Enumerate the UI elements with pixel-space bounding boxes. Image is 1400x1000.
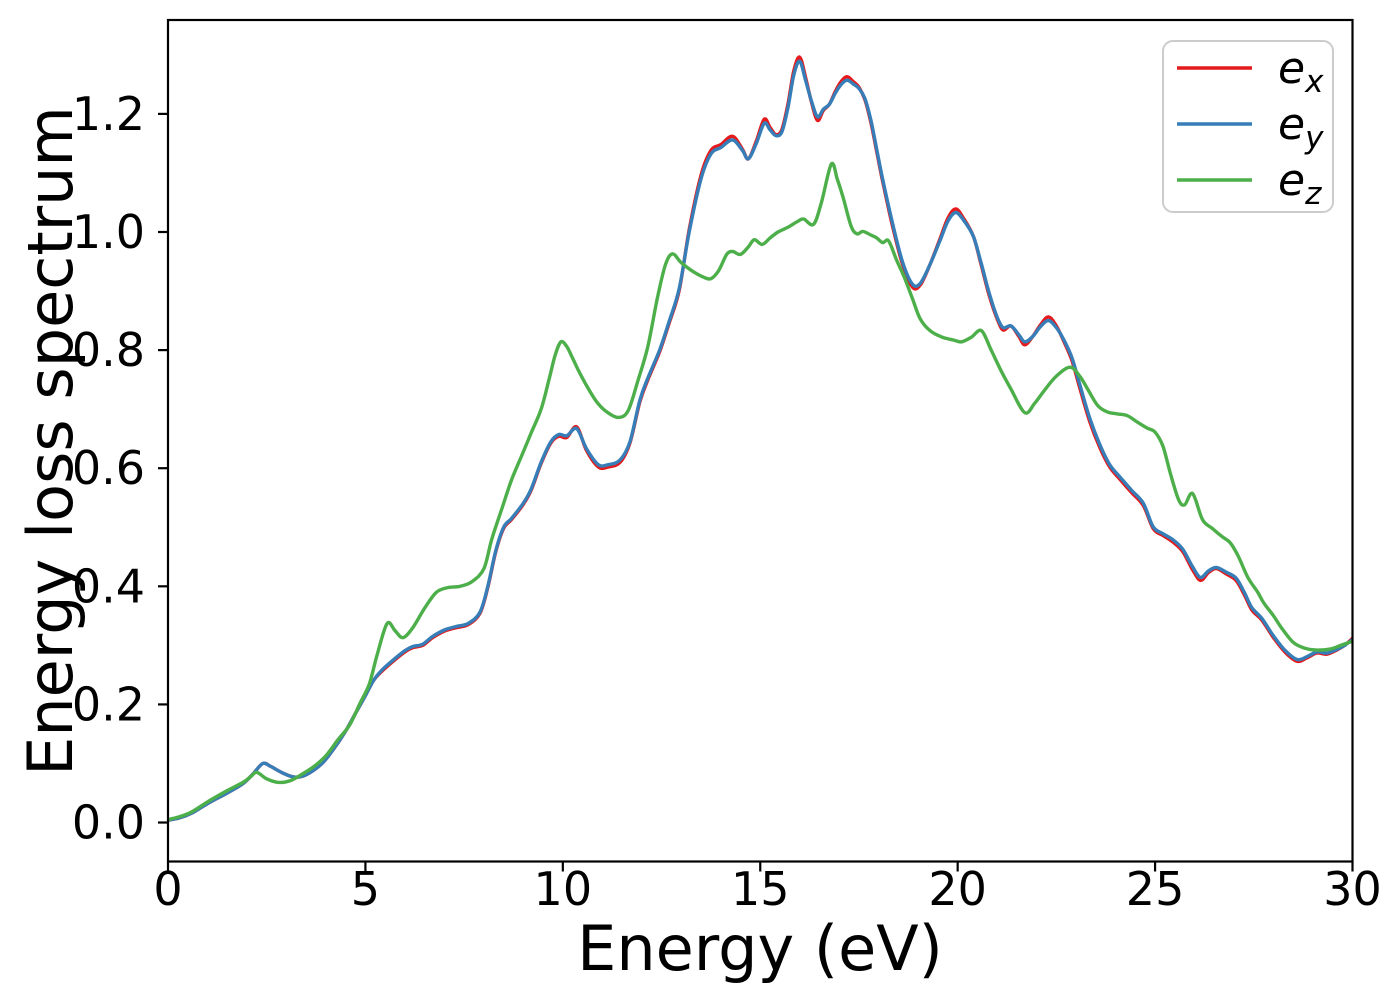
x-axis-label: Energy (eV) xyxy=(577,912,943,985)
series-layer xyxy=(168,55,1353,822)
x-tick-label: 25 xyxy=(1126,862,1185,916)
series-ez-line xyxy=(168,161,1353,822)
y-tick-label: 0.4 xyxy=(72,559,145,613)
y-tick-label: 1.2 xyxy=(72,87,145,141)
y-tick-label: 0.2 xyxy=(72,677,145,731)
y-tick-label: 0.0 xyxy=(72,796,145,850)
y-tick-label: 1.0 xyxy=(72,205,145,259)
x-tick-label: 30 xyxy=(1323,862,1382,916)
legend-box xyxy=(1162,40,1334,213)
series-ey-line xyxy=(168,59,1353,822)
x-tick-label: 5 xyxy=(351,862,380,916)
legend-item-ez: ez xyxy=(1177,155,1322,212)
legend-label: ex xyxy=(1278,43,1324,100)
y-tick-label: 0.6 xyxy=(72,441,145,495)
legend-label: ey xyxy=(1278,99,1324,156)
x-tick-label: 20 xyxy=(928,862,987,916)
x-tick-label: 15 xyxy=(731,862,790,916)
x-tick-label: 0 xyxy=(153,862,182,916)
legend-item-ex: ex xyxy=(1177,43,1324,100)
y-tick-label: 0.8 xyxy=(72,323,145,377)
x-tick-label: 10 xyxy=(534,862,593,916)
legend-item-ey: ey xyxy=(1177,99,1324,156)
legend-label: ez xyxy=(1278,155,1322,212)
plot-border xyxy=(166,18,1354,863)
y-axis-label: Energy loss spectrum xyxy=(14,106,87,776)
axes-layer: 0 5 10 15 20 25 30 0.0 0.2 0.4 0.6 0.8 1.0 1.2 xyxy=(72,87,1382,916)
